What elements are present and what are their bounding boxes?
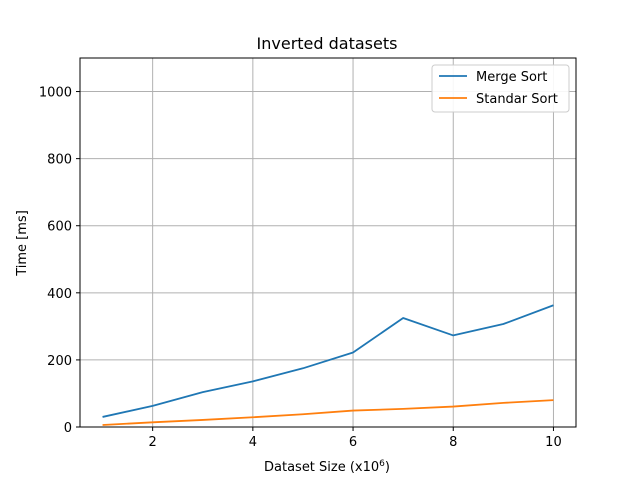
x-axis-label-exponent: 6 — [379, 459, 385, 469]
y-tick-label: 600 — [47, 220, 72, 235]
x-tick-label: 4 — [249, 435, 257, 450]
y-tick-label: 400 — [47, 287, 72, 302]
x-tick-label: 8 — [449, 435, 457, 450]
series-line-2 — [102, 399, 554, 426]
x-axis-label-main: Dataset Size (x10 — [264, 460, 379, 475]
x-tick-label: 6 — [349, 435, 357, 450]
y-tick-label: 1000 — [39, 86, 72, 101]
x-tick-label: 10 — [545, 435, 562, 450]
axis-ticks: 2 4 6 8 10 0 200 400 600 800 1000 — [39, 86, 562, 450]
legend-label: Standar Sort — [476, 92, 558, 107]
legend: Merge Sort Standar Sort — [431, 64, 570, 113]
x-axis-label-suffix: ) — [385, 460, 390, 475]
legend-label: Merge Sort — [476, 70, 547, 85]
y-tick-label: 0 — [64, 421, 72, 436]
series-line-1 — [102, 304, 554, 418]
series-lines — [102, 304, 554, 426]
y-tick-label: 200 — [47, 354, 72, 369]
chart-title: Inverted datasets — [257, 34, 398, 53]
x-tick-label: 2 — [149, 435, 157, 450]
y-tick-label: 800 — [47, 153, 72, 168]
y-axis-label: Time [ms] — [15, 210, 30, 277]
x-axis-label: Dataset Size (x106) — [264, 459, 390, 475]
plot-frame — [79, 57, 577, 428]
